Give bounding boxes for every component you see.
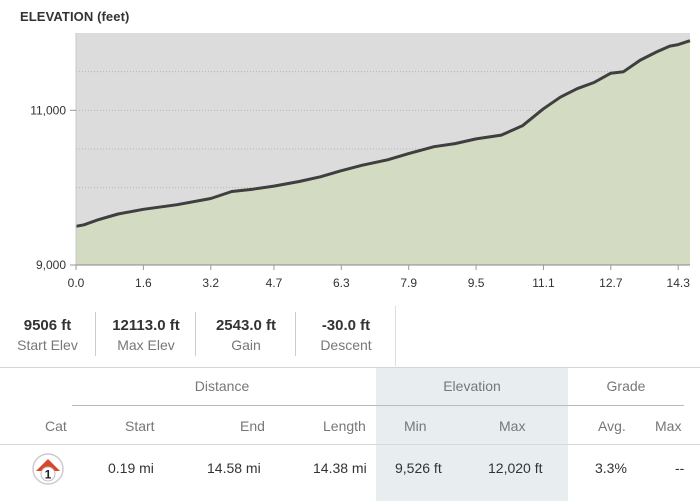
category-number: 1: [45, 468, 52, 482]
stat-value: 12113.0 ft: [112, 317, 180, 334]
cell-grade-avg: 3.3%: [595, 460, 627, 476]
col-max: Max: [499, 418, 526, 434]
y-tick-label: 11,000: [30, 103, 66, 117]
elevation-column-band: [376, 368, 568, 501]
stat-label: Descent: [320, 337, 372, 353]
elevation-line: [75, 39, 691, 228]
stat-label: Start Elev: [17, 337, 78, 353]
group-grade: Grade: [606, 378, 646, 394]
climb-summary-table: Distance Elevation Grade Cat Start End L…: [0, 367, 700, 501]
row-divider: [0, 444, 700, 445]
stat-label: Gain: [231, 337, 261, 353]
stat-descent: -30.0 ft Descent: [297, 306, 395, 362]
stats-bar: 9506 ft Start Elev 12113.0 ft Max Elev 2…: [0, 306, 396, 366]
col-cat: Cat: [45, 418, 67, 434]
elevation-chart: 9,000 11,000 0.0 1.6 3.2 4.7 6.3 7.9 9.5 11.1 12.7…: [30, 33, 691, 290]
cell-max: 12,020 ft: [488, 460, 543, 476]
x-tick-label: 9.5: [468, 276, 485, 290]
x-tick-label: 11.1: [532, 276, 555, 290]
group-elevation: Elevation: [443, 378, 501, 394]
col-grade-max: Max: [655, 418, 682, 434]
col-end: End: [240, 418, 265, 434]
x-tick-label: 1.6: [135, 276, 152, 290]
col-start: Start: [125, 418, 155, 434]
elevation-area: [76, 40, 690, 266]
cell-end: 14.58 mi: [207, 460, 261, 476]
x-tick-label: 7.9: [400, 276, 417, 290]
stat-label: Max Elev: [117, 337, 175, 353]
col-min: Min: [404, 418, 427, 434]
x-tick-label: 6.3: [333, 276, 350, 290]
stat-value: 2543.0 ft: [215, 317, 277, 334]
stat-max-elev: 12113.0 ft Max Elev: [97, 312, 196, 356]
x-tick-label: 0.0: [68, 276, 85, 290]
cell-start: 0.19 mi: [108, 460, 154, 476]
x-tick-label: 14.3: [667, 276, 691, 290]
cell-min: 9,526 ft: [395, 460, 442, 476]
group-distance: Distance: [194, 378, 250, 394]
category-1-climb-icon: 1: [32, 453, 64, 485]
header-divider: [72, 405, 684, 406]
cell-grade-max: --: [675, 460, 685, 476]
col-length: Length: [323, 418, 366, 434]
x-tick-label: 4.7: [266, 276, 283, 290]
stat-gain: 2543.0 ft Gain: [197, 312, 296, 356]
stat-value: -30.0 ft: [321, 317, 371, 334]
cell-length: 14.38 mi: [313, 460, 367, 476]
stat-start-elev: 9506 ft Start Elev: [0, 312, 96, 356]
y-tick-label: 9,000: [36, 258, 66, 272]
x-tick-label: 12.7: [599, 276, 623, 290]
x-tick-label: 3.2: [202, 276, 219, 290]
chart-title: ELEVATION (feet): [20, 9, 130, 24]
col-grade-avg: Avg.: [598, 418, 626, 434]
stat-value: 9506 ft: [23, 317, 72, 334]
